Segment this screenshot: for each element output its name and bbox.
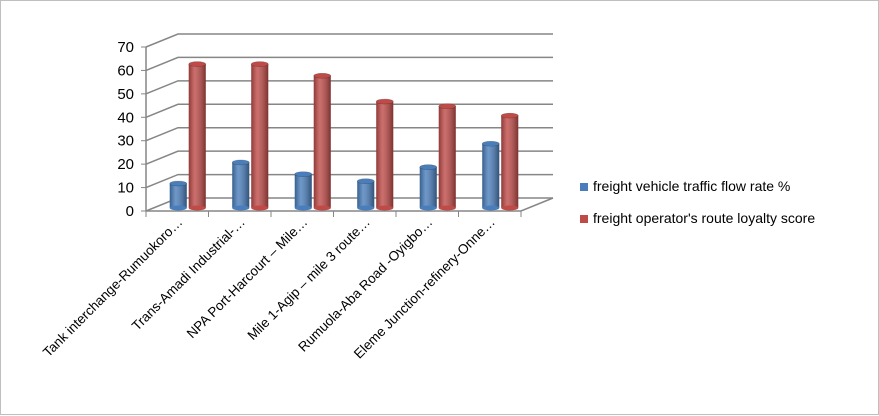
bar-route-loyalty <box>438 103 457 211</box>
bar-shading <box>482 143 500 208</box>
x-category-label: Rumuola-Aba Road -Oyigbo… <box>295 215 435 355</box>
bar-base <box>376 205 394 211</box>
bar-shading <box>376 101 394 208</box>
bar-base <box>294 205 312 211</box>
bar-cap <box>356 178 375 185</box>
y-tick-label: 10 <box>117 180 134 197</box>
bar-base <box>169 205 187 211</box>
gridline <box>145 33 553 48</box>
bar-shading <box>313 75 331 208</box>
bar-shading <box>251 64 269 208</box>
bar-cap <box>188 61 207 67</box>
x-category-label: NPA Port-Harcourt – Mile… <box>184 215 311 342</box>
legend-swatch <box>580 183 588 191</box>
bar-route-loyalty <box>375 98 394 211</box>
bar-traffic-flow <box>169 180 188 211</box>
bar-cap <box>231 159 250 166</box>
bar-shading <box>294 174 312 208</box>
bar-base <box>419 205 437 211</box>
bar-cap <box>500 112 519 119</box>
bar-cap <box>294 171 313 177</box>
bar-cap <box>375 98 394 105</box>
bar-base <box>232 205 250 211</box>
y-tick-label: 30 <box>117 133 134 150</box>
bar-cap <box>481 140 500 147</box>
bar-traffic-flow <box>356 178 375 211</box>
bar-shading <box>357 181 375 208</box>
y-tick-label: 40 <box>117 109 134 126</box>
y-tick-label: 60 <box>117 62 134 79</box>
bar-traffic-flow <box>481 140 500 211</box>
bar-shading <box>438 106 456 208</box>
bar-route-loyalty <box>500 112 519 211</box>
bar-cap <box>250 61 269 67</box>
legend-label: freight operator's route loyalty score <box>593 210 815 226</box>
legend-swatch <box>580 215 588 223</box>
bar-shading <box>169 183 187 208</box>
gridline <box>145 126 553 142</box>
bar-base <box>313 205 331 211</box>
x-category-label: Mile 1-Agip – mile 3 route… <box>244 215 372 343</box>
bar-traffic-flow <box>419 164 438 211</box>
bar-shading <box>419 167 437 208</box>
bar-route-loyalty <box>188 61 207 211</box>
bar-cap <box>169 180 188 187</box>
gridline <box>145 103 553 118</box>
bar-base <box>482 205 500 211</box>
bar-base <box>251 205 269 211</box>
bar-shading <box>232 162 250 208</box>
bar-cap <box>438 103 457 110</box>
bar-base <box>357 205 375 211</box>
bar-traffic-flow <box>231 159 250 211</box>
x-category-label: Trans-Amadi Industrial-… <box>129 215 248 334</box>
y-tick-label: 70 <box>117 39 134 56</box>
bar-route-loyalty <box>250 61 269 211</box>
bar-shading <box>188 64 206 208</box>
bar-cap <box>313 73 332 79</box>
bar-base <box>438 205 456 211</box>
bar-cap <box>419 164 438 170</box>
gridline <box>145 150 553 165</box>
y-tick-label: 20 <box>117 156 134 173</box>
legend-label: freight vehicle traffic flow rate % <box>593 178 790 194</box>
bar-shading <box>501 115 519 208</box>
y-tick-label: 50 <box>117 86 134 103</box>
bar-traffic-flow <box>294 171 313 211</box>
bar-base <box>188 205 206 211</box>
bar-route-loyalty <box>313 73 332 211</box>
gridline <box>145 56 553 72</box>
x-category-label: Eleme Junction-refinery-Onne… <box>351 215 498 362</box>
gridline <box>145 80 553 95</box>
y-tick-label: 0 <box>126 203 134 220</box>
bar-base <box>501 205 519 211</box>
